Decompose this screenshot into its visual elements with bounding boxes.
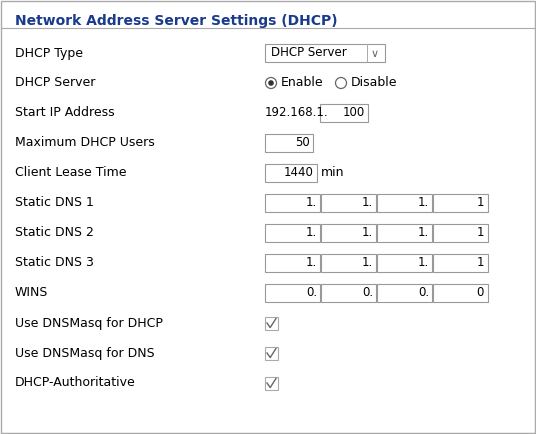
Text: 50: 50 xyxy=(295,137,310,149)
Text: 1: 1 xyxy=(477,227,484,240)
Text: Static DNS 1: Static DNS 1 xyxy=(15,197,94,210)
Text: Enable: Enable xyxy=(280,76,323,89)
Text: 1.: 1. xyxy=(418,197,429,210)
Bar xyxy=(377,194,432,212)
Bar xyxy=(321,254,376,272)
Text: 0.: 0. xyxy=(306,286,317,299)
Text: 1.: 1. xyxy=(306,227,317,240)
Text: ∨: ∨ xyxy=(371,49,379,59)
Text: DHCP Server: DHCP Server xyxy=(271,46,347,59)
Bar xyxy=(265,194,320,212)
Bar xyxy=(377,224,432,242)
Text: 0.: 0. xyxy=(362,286,373,299)
Text: min: min xyxy=(321,167,345,180)
Text: Maximum DHCP Users: Maximum DHCP Users xyxy=(15,137,155,149)
Bar xyxy=(265,164,317,182)
Text: WINS: WINS xyxy=(15,286,48,299)
Text: 1440: 1440 xyxy=(284,167,314,180)
Text: 1.: 1. xyxy=(362,256,373,270)
Text: 1.: 1. xyxy=(362,227,373,240)
Text: Client Lease Time: Client Lease Time xyxy=(15,167,126,180)
Bar xyxy=(433,254,488,272)
Bar xyxy=(433,284,488,302)
Text: Use DNSMasq for DNS: Use DNSMasq for DNS xyxy=(15,346,154,359)
Bar xyxy=(265,254,320,272)
Text: 1: 1 xyxy=(477,256,484,270)
Circle shape xyxy=(265,78,277,89)
Text: 1.: 1. xyxy=(362,197,373,210)
Circle shape xyxy=(268,80,274,86)
Text: 1.: 1. xyxy=(306,256,317,270)
Bar xyxy=(320,104,368,122)
Text: 0.: 0. xyxy=(418,286,429,299)
Bar xyxy=(265,224,320,242)
Text: Static DNS 3: Static DNS 3 xyxy=(15,256,94,270)
Bar xyxy=(265,346,278,359)
Text: 1: 1 xyxy=(477,197,484,210)
Bar xyxy=(377,284,432,302)
Bar xyxy=(265,284,320,302)
Bar xyxy=(265,377,278,389)
Text: 1.: 1. xyxy=(306,197,317,210)
Bar xyxy=(377,254,432,272)
Text: Start IP Address: Start IP Address xyxy=(15,106,115,119)
Text: 1.: 1. xyxy=(418,227,429,240)
Text: 192.168.1.: 192.168.1. xyxy=(265,106,329,119)
Bar xyxy=(321,194,376,212)
Text: 100: 100 xyxy=(343,106,365,119)
Text: 1.: 1. xyxy=(418,256,429,270)
Bar xyxy=(433,224,488,242)
Circle shape xyxy=(336,78,346,89)
Text: 0: 0 xyxy=(477,286,484,299)
Text: DHCP Server: DHCP Server xyxy=(15,76,95,89)
Bar xyxy=(321,224,376,242)
Text: Use DNSMasq for DHCP: Use DNSMasq for DHCP xyxy=(15,316,163,329)
Bar xyxy=(433,194,488,212)
Text: Static DNS 2: Static DNS 2 xyxy=(15,227,94,240)
Text: DHCP-Authoritative: DHCP-Authoritative xyxy=(15,377,136,389)
Text: Network Address Server Settings (DHCP): Network Address Server Settings (DHCP) xyxy=(15,14,338,28)
Bar xyxy=(265,134,313,152)
Bar xyxy=(321,284,376,302)
Bar xyxy=(265,316,278,329)
Text: DHCP Type: DHCP Type xyxy=(15,46,83,59)
Bar xyxy=(265,44,385,62)
Text: Disable: Disable xyxy=(351,76,397,89)
